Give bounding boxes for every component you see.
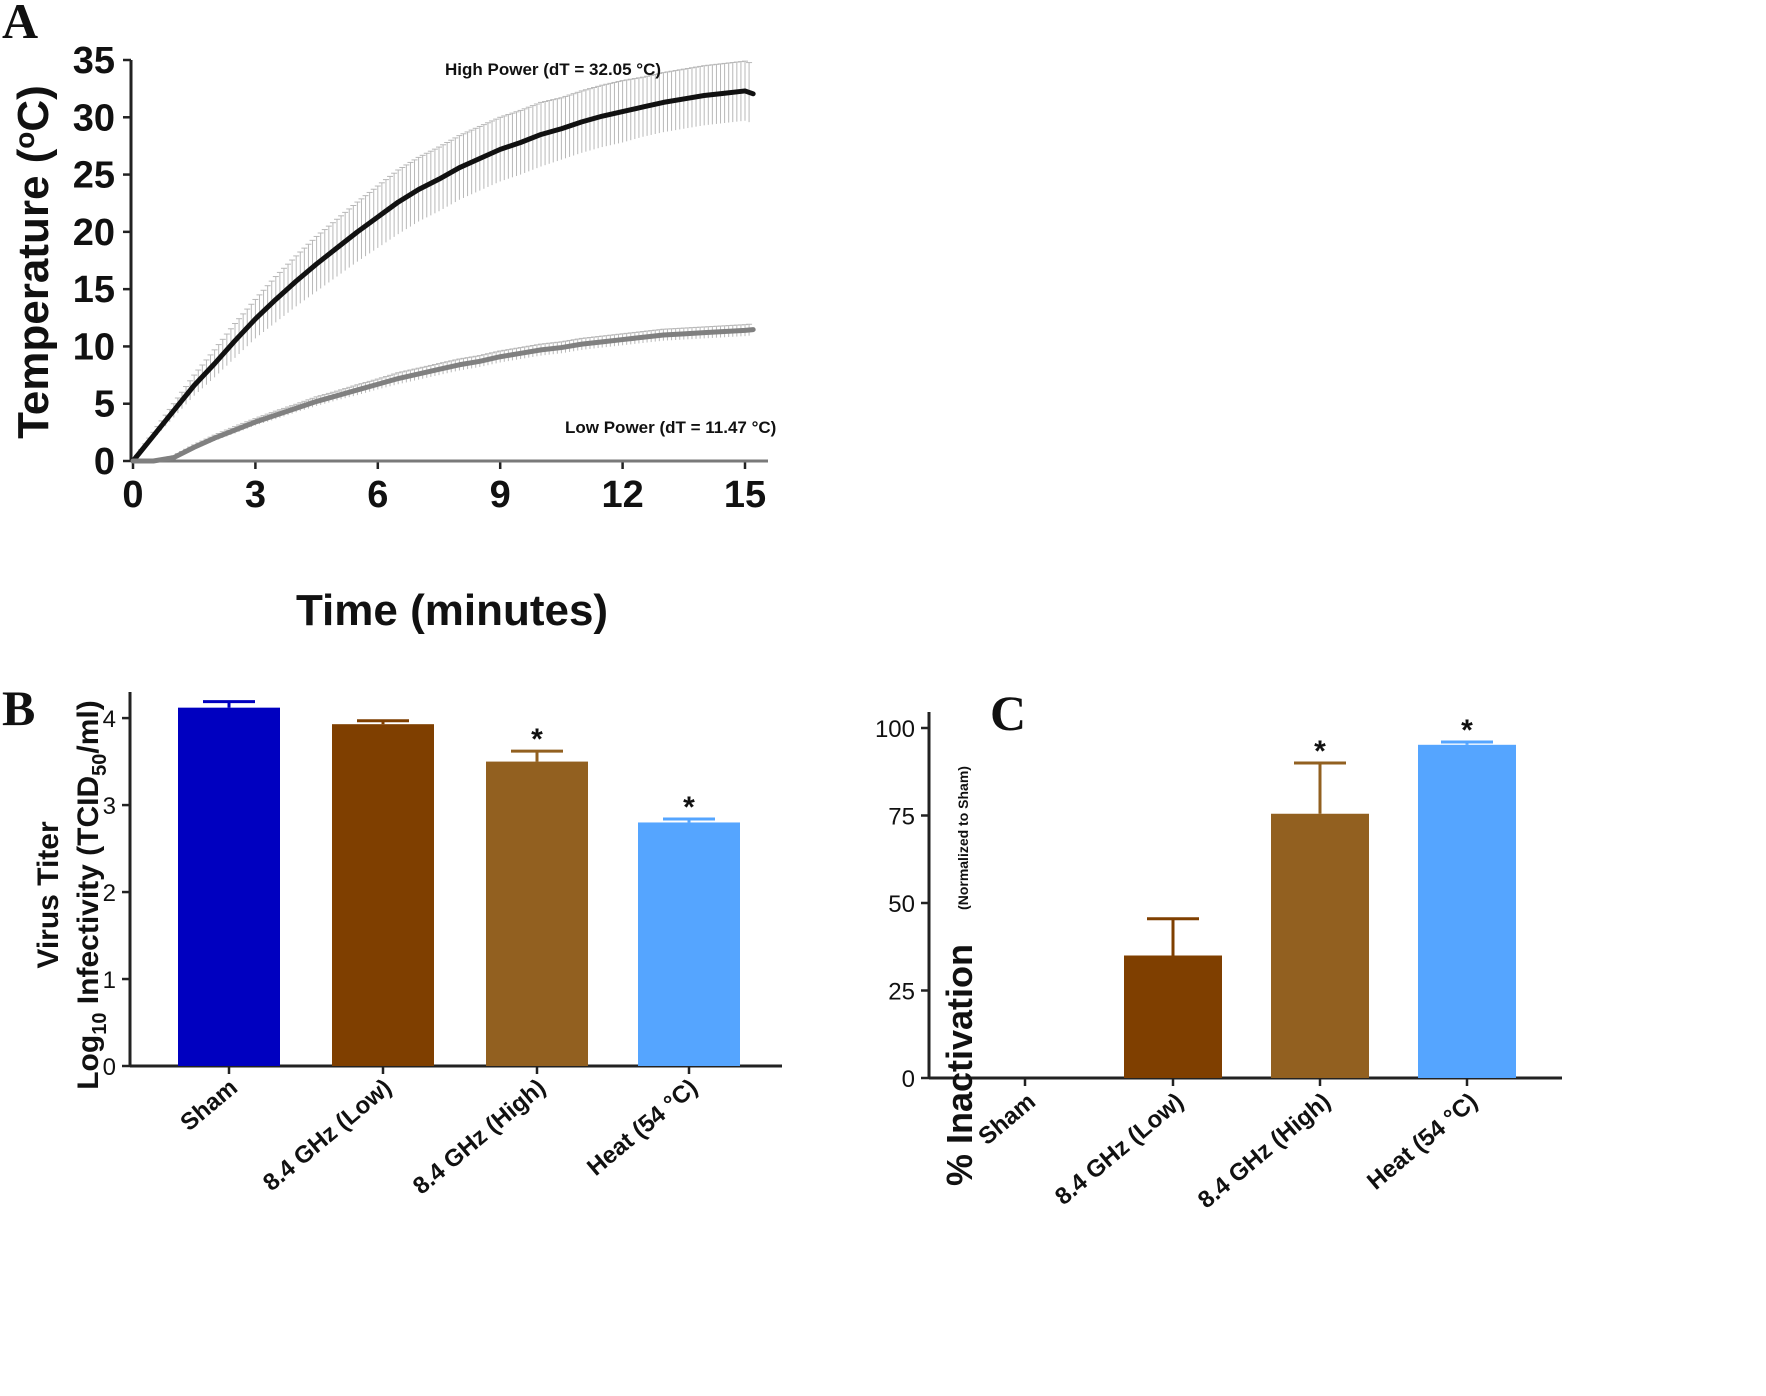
bar-sham [178,707,280,1066]
significance-star-8-4-ghz-high: * [1314,735,1326,768]
panel-a-y-tick-label: 0 [94,441,115,483]
panel-a-y-tick-label: 25 [73,155,115,197]
bar-8-4-ghz-low [332,724,434,1066]
panel-c-category-label: 8.4 GHz (High) [1193,1088,1336,1214]
panel-c-y-axis-title: % Inactivation [939,944,980,1186]
panel-a-x-tick-label: 12 [601,474,643,516]
panel-a-y-tick-label: 10 [73,326,115,368]
series-low-power [130,323,756,464]
panel-b-y-tick-label: 4 [103,706,116,733]
panel-b-y-tick-label: 0 [103,1054,116,1081]
panel-a-x-tick-label: 3 [245,474,266,516]
panel-c-y-tick-label: 25 [888,979,915,1006]
panel-b-category-label: 8.4 GHz (Low) [258,1074,397,1197]
panel-c-category-label: Sham [973,1088,1040,1151]
low-power-annotation: Low Power (dT = 11.47 °C) [565,418,776,437]
panel-b-category-label: 8.4 GHz (High) [408,1074,551,1200]
panel-b-plot: 0 1 2 3 4 Sham 8.4 GHz (Low) * 8.4 GHz (High) * He… [103,692,782,1200]
panel-a-y-tick-label: 5 [94,384,115,426]
significance-star-8-4-ghz-high: * [531,723,543,756]
panel-a-label: A [2,0,38,49]
significance-star-heat-54-c: * [1461,714,1473,747]
panel-b-label: B [2,680,35,736]
panel-c-y-tick-label: 100 [875,716,915,743]
series-high-power [130,60,756,464]
panel-a-x-tick-label: 6 [367,474,388,516]
significance-star-heat-54-c: * [683,791,695,824]
panel-a-y-tick-label: 35 [73,40,115,82]
bar-heat-54-c [638,822,740,1066]
line-low-power [130,327,756,464]
panel-b-y-tick-label: 1 [103,967,116,994]
panel-c-y-tick-label: 50 [888,891,915,918]
panel-c-category-label: 8.4 GHz (Low) [1050,1088,1189,1211]
bar-heat-54-c [1418,744,1516,1078]
panel-a-x-tick-label: 0 [122,474,143,516]
bar-8-4-ghz-high [1271,813,1369,1078]
panel-b-y-tick-label: 2 [103,880,116,907]
line-high-power [130,88,756,464]
panel-c-y-tick-label: 75 [888,804,915,831]
panel-c-y-tick-label: 0 [902,1066,915,1093]
panel-a-axes: 0 5 10 15 20 25 30 35 0 3 6 9 12 15 [73,40,768,516]
panel-a-y-tick-label: 20 [73,212,115,254]
bar-8-4-ghz-high [486,761,588,1066]
panel-a-x-tick-label: 15 [724,474,766,516]
panel-b-y-axis-title-line2: Log10 Infectivity (TCID50/ml) [72,700,111,1090]
panel-a-series [130,60,756,464]
panel-a-x-axis-title: Time (minutes) [296,586,608,635]
panel-a-y-tick-label: 30 [73,97,115,139]
panel-a-y-axis-title: Temperature (oC) [9,85,58,439]
panel-a-x-tick-label: 9 [490,474,511,516]
panel-c-y-axis-subtitle: (Normalized to Sham) [955,766,971,910]
panel-b-bar-chart: B 0 1 2 3 4 Sham 8.4 GHz (Low) * 8.4 GHz (High) *… [2,680,782,1200]
panel-c-bar-chart: C 0 25 50 75 100 Sham 8.4 GHz (Low) * 8.4 GHz (H… [875,685,1562,1214]
bar-8-4-ghz-low [1124,955,1222,1078]
panel-b-y-tick-label: 3 [103,793,116,820]
panel-b-y-axis-title-line1: Virus Titer [32,821,65,969]
panel-c-label: C [990,685,1026,741]
panel-b-category-label: Heat (54 °C) [582,1074,703,1181]
panel-a-y-tick-label: 15 [73,269,115,311]
panel-b-category-label: Sham [175,1074,242,1137]
high-power-annotation: High Power (dT = 32.05 °C) [445,60,661,79]
panel-c-category-label: Heat (54 °C) [1362,1088,1483,1195]
